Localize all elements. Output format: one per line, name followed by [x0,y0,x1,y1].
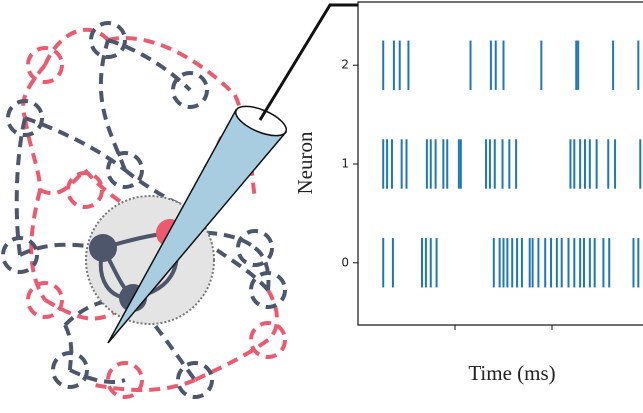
figure: Neuron Time (ms) 0 1 2 [0,0,643,413]
y-tick-label: 0 [341,255,349,269]
neuron [89,234,117,262]
y-tick-label: 2 [341,58,349,72]
y-tick-label: 1 [341,156,349,170]
x-axis-label: Time (ms) [468,361,555,385]
y-axis-label: Neuron [293,131,317,194]
network-diagram [3,5,358,397]
neuron [68,173,102,207]
raster-plot: 0 1 2 [341,2,643,330]
